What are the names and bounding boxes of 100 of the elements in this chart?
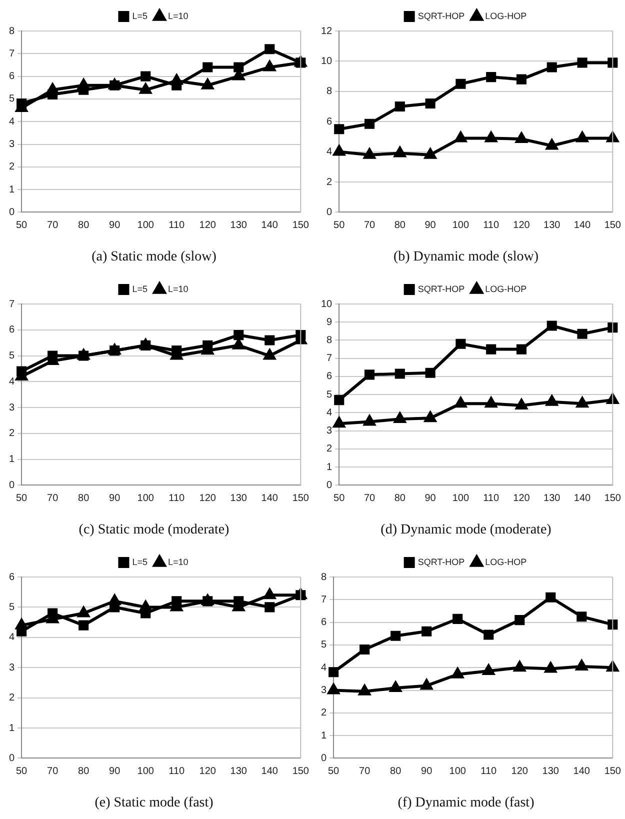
- x-tick-label: 130: [544, 220, 561, 231]
- legend-label: SQRT-HOP: [418, 10, 465, 21]
- y-tick-label: 1: [9, 454, 15, 466]
- y-tick-label: 8: [9, 26, 15, 37]
- y-tick-label: 6: [321, 617, 327, 628]
- x-tick-label: 70: [47, 492, 59, 504]
- x-tick-label: 70: [359, 766, 371, 777]
- y-tick-label: 10: [321, 56, 333, 67]
- y-tick-label: 0: [326, 480, 333, 491]
- x-tick-label: 110: [168, 492, 186, 504]
- x-tick-label: 140: [261, 766, 278, 777]
- x-tick-label: 120: [513, 220, 530, 231]
- x-tick-label: 140: [574, 220, 592, 231]
- y-tick-label: 2: [326, 176, 333, 188]
- x-tick-label: 90: [421, 766, 433, 777]
- x-tick-label: 70: [364, 492, 376, 504]
- y-tick-label: 5: [321, 640, 327, 651]
- x-tick-label: 50: [334, 220, 346, 231]
- y-tick-label: 5: [9, 94, 15, 105]
- y-tick-label: 8: [321, 572, 327, 583]
- y-tick-label: 7: [326, 353, 333, 364]
- x-tick-label: 150: [292, 220, 310, 231]
- text: (c) Static mode (moderate): [78, 522, 230, 538]
- x-tick-label: 50: [16, 220, 28, 231]
- x-tick-label: 50: [16, 766, 28, 777]
- y-tick-label: 0: [326, 206, 333, 218]
- y-tick-label: 2: [321, 708, 327, 719]
- x-tick-label: 130: [230, 492, 248, 504]
- y-tick-label: 3: [321, 685, 327, 696]
- y-tick-label: 4: [326, 146, 333, 158]
- x-tick-label: 80: [78, 766, 90, 777]
- y-tick-label: 6: [326, 371, 333, 382]
- y-tick-label: 4: [9, 376, 15, 388]
- legend-label: L=10: [168, 284, 188, 294]
- y-tick-label: 4: [9, 632, 15, 644]
- y-tick-label: 0: [9, 206, 15, 218]
- x-tick-label: 130: [230, 766, 248, 777]
- x-tick-label: 100: [137, 766, 154, 777]
- y-tick-label: 5: [9, 350, 15, 362]
- x-tick-label: 150: [292, 492, 310, 504]
- text: (e) Static mode (fast): [94, 795, 214, 810]
- x-tick-label: 100: [452, 220, 470, 231]
- y-tick-label: 1: [326, 462, 333, 473]
- x-tick-label: 100: [137, 492, 154, 504]
- legend-label: SQRT-HOP: [418, 284, 465, 294]
- y-tick-label: 0: [9, 752, 15, 764]
- legend-label: SQRT-HOP: [418, 556, 465, 567]
- y-tick-label: 7: [9, 298, 15, 310]
- y-tick-label: 8: [326, 334, 333, 346]
- legend-label: L=10: [168, 10, 188, 21]
- legend-label: L=5: [132, 556, 148, 567]
- x-tick-label: 80: [78, 492, 90, 504]
- y-tick-label: 4: [321, 662, 327, 674]
- y-tick-label: 7: [9, 48, 15, 60]
- x-tick-label: 100: [452, 492, 470, 504]
- x-tick-label: 50: [334, 492, 346, 504]
- x-tick-label: 50: [16, 492, 28, 504]
- y-tick-label: 7: [321, 594, 327, 606]
- x-tick-label: 150: [292, 766, 310, 777]
- x-tick-label: 120: [199, 492, 216, 504]
- y-tick-label: 4: [326, 407, 333, 418]
- x-tick-label: 130: [544, 492, 561, 504]
- x-tick-label: 80: [394, 492, 406, 504]
- y-tick-label: 2: [9, 692, 15, 704]
- y-tick-label: 4: [9, 116, 15, 128]
- x-tick-label: 130: [230, 220, 248, 231]
- x-tick-label: 90: [109, 766, 121, 777]
- x-tick-label: 120: [199, 220, 216, 231]
- x-tick-label: 140: [574, 492, 592, 504]
- y-tick-label: 2: [9, 162, 15, 173]
- y-tick-label: 1: [321, 730, 327, 742]
- y-tick-label: 12: [321, 26, 333, 37]
- x-tick-label: 120: [199, 766, 216, 777]
- x-tick-label: 120: [513, 492, 530, 504]
- y-tick-label: 1: [9, 722, 15, 734]
- x-tick-label: 150: [604, 492, 622, 504]
- x-tick-label: 80: [390, 766, 402, 777]
- y-tick-label: 0: [9, 480, 15, 491]
- x-tick-label: 90: [109, 220, 121, 231]
- x-tick-label: 150: [604, 766, 622, 777]
- x-tick-label: 120: [511, 766, 528, 777]
- legend-label: L=10: [168, 556, 188, 567]
- legend-label: LOG-HOP: [485, 10, 527, 21]
- y-tick-label: 2: [326, 444, 333, 455]
- x-tick-label: 90: [109, 492, 121, 504]
- x-tick-label: 140: [261, 492, 278, 504]
- y-tick-label: 2: [9, 428, 15, 440]
- x-tick-label: 140: [573, 766, 590, 777]
- x-tick-label: 80: [78, 220, 90, 231]
- x-tick-label: 90: [424, 492, 436, 504]
- text: (b) Dynamic mode (slow): [393, 249, 539, 264]
- x-tick-label: 110: [483, 220, 500, 231]
- y-tick-label: 6: [326, 116, 333, 128]
- legend-label: L=5: [132, 10, 148, 21]
- y-tick-label: 9: [326, 316, 333, 328]
- y-tick-label: 10: [321, 298, 333, 310]
- x-tick-label: 150: [604, 220, 622, 231]
- x-tick-label: 140: [261, 220, 278, 231]
- y-tick-label: 6: [9, 572, 15, 583]
- text: (f) Dynamic mode (fast): [398, 795, 535, 810]
